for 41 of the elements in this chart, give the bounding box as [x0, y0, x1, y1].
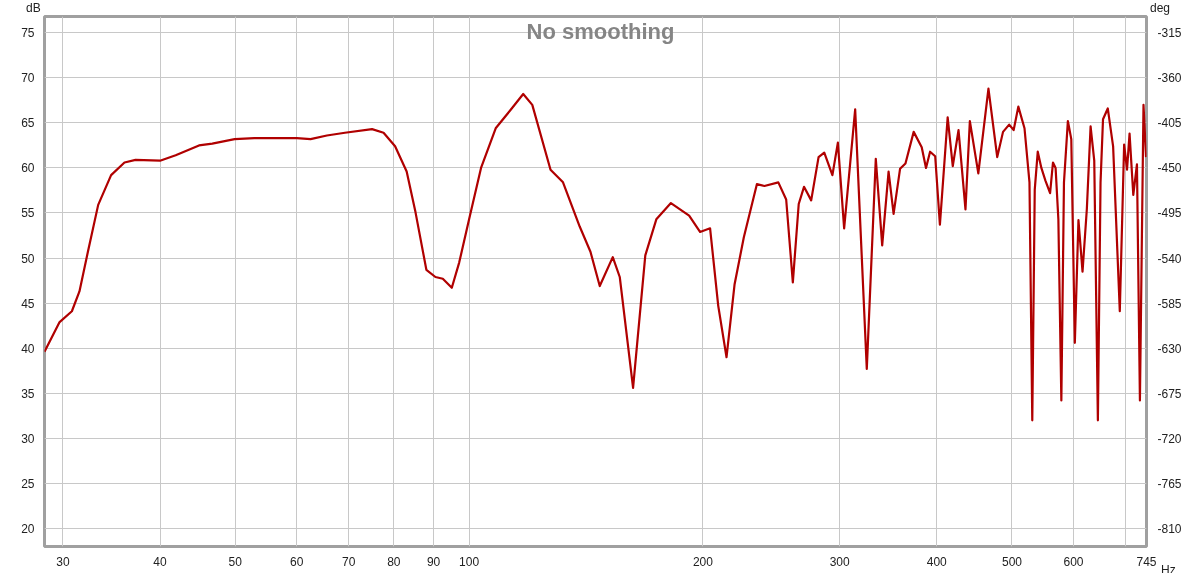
y2-tick-label: -585	[1157, 296, 1182, 311]
x-tick-label: 40	[153, 554, 168, 569]
y2-axis-title: deg	[1150, 0, 1171, 17]
y2-tick-label: -315	[1157, 26, 1182, 41]
x-tick-label: 100	[459, 554, 480, 569]
y-tick-label: 45	[21, 296, 35, 311]
x-tick-label: 400	[926, 554, 948, 569]
x-tick-label: 300	[829, 554, 851, 569]
y-tick-label: 75	[21, 26, 35, 41]
y2-tick-label: -810	[1157, 521, 1182, 536]
y-tick-label: 40	[21, 341, 35, 356]
chart-title: No smoothing	[526, 18, 675, 44]
y-tick-label: 70	[21, 71, 35, 86]
y2-tick-label: -630	[1157, 341, 1182, 356]
x-tick-label: 90	[426, 554, 441, 569]
y2-tick-label: -720	[1157, 431, 1182, 446]
y-tick-label: 30	[21, 431, 35, 446]
y-tick-label: 25	[21, 476, 35, 491]
x-tick-label: 200	[692, 554, 714, 569]
y2-tick-label: -675	[1157, 386, 1182, 401]
y-tick-label: 20	[21, 521, 35, 536]
x-tick-label: 500	[1001, 554, 1023, 569]
y2-tick-label: -765	[1157, 476, 1182, 491]
y-tick-label: 55	[21, 206, 35, 221]
x-tick-label: 70	[342, 554, 356, 569]
y2-tick-label: -360	[1157, 71, 1182, 86]
x-tick-label: 600	[1063, 554, 1084, 569]
y2-tick-label: -540	[1157, 251, 1182, 266]
y-tick-label: 65	[21, 116, 35, 131]
y-axis-title: dB	[26, 0, 41, 17]
y-tick-label: 50	[21, 251, 35, 266]
x-tick-label: 745	[1136, 554, 1157, 569]
y2-tick-label: -405	[1157, 116, 1182, 131]
y2-tick-label: -450	[1157, 161, 1182, 176]
x-tick-label: 80	[387, 554, 401, 569]
y-tick-label: 60	[21, 161, 35, 176]
x-tick-label: 30	[56, 554, 70, 569]
x-tick-label: 50	[228, 554, 243, 569]
y-tick-label: 35	[21, 386, 35, 401]
y2-tick-label: -495	[1157, 206, 1182, 221]
x-tick-label: 60	[290, 554, 304, 569]
